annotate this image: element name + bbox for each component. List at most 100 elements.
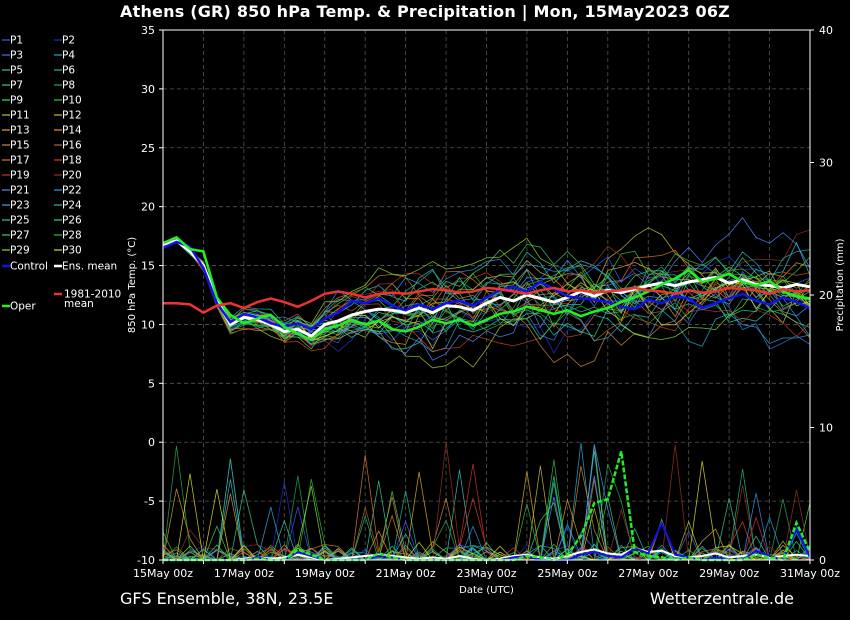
legend-item-control: Control: [2, 261, 48, 273]
legend: P1 P2 P3 P4 P5 P6 P7 P8 P9 P10 P11 P12 P13 P14 P15 P16 P…: [2, 35, 121, 313]
legend-label: P18: [62, 155, 82, 167]
legend-item-p2: P2: [54, 35, 75, 47]
legend-label: P19: [10, 170, 30, 182]
legend-label: P21: [10, 185, 30, 197]
legend-item-p3: P3: [2, 50, 23, 62]
legend-label: P24: [62, 200, 82, 212]
legend-label: Control: [10, 261, 48, 273]
legend-item-p12: P12: [54, 110, 82, 122]
x-tick-label: 23May 00z: [456, 567, 516, 580]
member-temp-line: [162, 240, 811, 369]
legend-item-p30: P30: [54, 245, 82, 257]
legend-label: P3: [10, 50, 23, 62]
legend-label: P9: [10, 95, 23, 107]
x-tick-label: 27May 00z: [618, 567, 678, 580]
x-tick-label: 25May 00z: [537, 567, 597, 580]
legend-item-p6: P6: [54, 65, 75, 77]
legend-item-p29: P29: [2, 245, 30, 257]
legend-label: P7: [10, 80, 23, 92]
legend-item-p4: P4: [54, 50, 75, 62]
legend-item-p18: P18: [54, 155, 82, 167]
source-credit[interactable]: Wetterzentrale.de: [649, 589, 794, 608]
x-tick-label: 31May 00z: [780, 567, 840, 580]
legend-label: P30: [62, 245, 82, 257]
series-line-control: [162, 240, 811, 331]
legend-label: P25: [10, 215, 30, 227]
right-tick-label: 40: [819, 24, 833, 37]
x-tick-label: 19May 00z: [295, 567, 355, 580]
legend-label: mean: [64, 298, 94, 310]
left-tick-label: 30: [141, 83, 155, 96]
legend-item-p15: P15: [2, 140, 30, 152]
legend-label: P11: [10, 110, 30, 122]
legend-label: P16: [62, 140, 82, 152]
legend-label: P12: [62, 110, 82, 122]
right-tick-label: 10: [819, 422, 833, 435]
left-tick-label: -5: [144, 495, 155, 508]
member-temp-line: [162, 217, 811, 361]
member-temp-line: [162, 241, 811, 337]
left-tick-label: 35: [141, 24, 155, 37]
legend-item-p5: P5: [2, 65, 23, 77]
legend-label: Oper: [10, 301, 36, 313]
x-tick-label: 21May 00z: [376, 567, 436, 580]
chart-title: Athens (GR) 850 hPa Temp. & Precipitatio…: [120, 2, 730, 21]
legend-item-p14: P14: [54, 125, 82, 137]
member-precip-line: [162, 507, 811, 561]
x-tick-label: 15May 00z: [133, 567, 193, 580]
y-axis-label-right: Precipitation (mm): [835, 238, 846, 331]
legend-label: P26: [62, 215, 82, 227]
legend-item-p17: P17: [2, 155, 30, 167]
legend-label: P20: [62, 170, 82, 182]
legend-label: P10: [62, 95, 82, 107]
member-temp-line: [162, 240, 811, 334]
legend-label: P14: [62, 125, 82, 137]
right-tick-label: 30: [819, 157, 833, 170]
legend-label: P4: [62, 50, 75, 62]
model-info: GFS Ensemble, 38N, 23.5E: [120, 589, 334, 608]
legend-label: P5: [10, 65, 23, 77]
legend-label: P1: [10, 35, 23, 47]
series-line-1981-2010-mean: [163, 286, 811, 315]
legend-item-p13: P13: [2, 125, 30, 137]
legend-item-oper: Oper: [2, 301, 36, 313]
left-tick-label: 20: [141, 201, 155, 214]
left-tick-label: 15: [141, 260, 155, 273]
legend-label: P17: [10, 155, 30, 167]
legend-label: P8: [62, 80, 75, 92]
legend-label: Ens. mean: [62, 261, 117, 273]
member-temp-line: [162, 239, 811, 350]
legend-label: P23: [10, 200, 30, 212]
left-tick-label: 25: [141, 142, 155, 155]
legend-label: P6: [62, 65, 75, 77]
legend-item-p9: P9: [2, 95, 23, 107]
legend-item-p1: P1: [2, 35, 23, 47]
left-tick-label: 5: [148, 377, 155, 390]
x-tick-label: 17May 00z: [214, 567, 274, 580]
right-tick-label: 20: [819, 289, 833, 302]
legend-item-p16: P16: [54, 140, 82, 152]
x-axis-label: Date (UTC): [459, 585, 514, 596]
legend-item-p10: P10: [54, 95, 82, 107]
member-temp-line: [162, 240, 811, 334]
member-precip-line: [163, 460, 810, 561]
member-temp-line: [162, 240, 811, 335]
legend-label: P15: [10, 140, 30, 152]
legend-label: P13: [10, 125, 30, 137]
legend-item-p22: P22: [54, 185, 82, 197]
legend-item-ens-mean: Ens. mean: [54, 261, 117, 273]
x-tick-label: 29May 00z: [699, 567, 759, 580]
legend-label: P27: [10, 230, 30, 242]
legend-item-p11: P11: [2, 110, 30, 122]
legend-label: P28: [62, 230, 82, 242]
series-line-oper: [162, 235, 811, 342]
legend-item-p26: P26: [54, 215, 82, 227]
left-tick-label: 0: [148, 436, 155, 449]
legend-item-p28: P28: [54, 230, 82, 242]
legend-item-p24: P24: [54, 200, 82, 212]
legend-label: P29: [10, 245, 30, 257]
legend-label: P22: [62, 185, 82, 197]
legend-item-p25: P25: [2, 215, 30, 227]
